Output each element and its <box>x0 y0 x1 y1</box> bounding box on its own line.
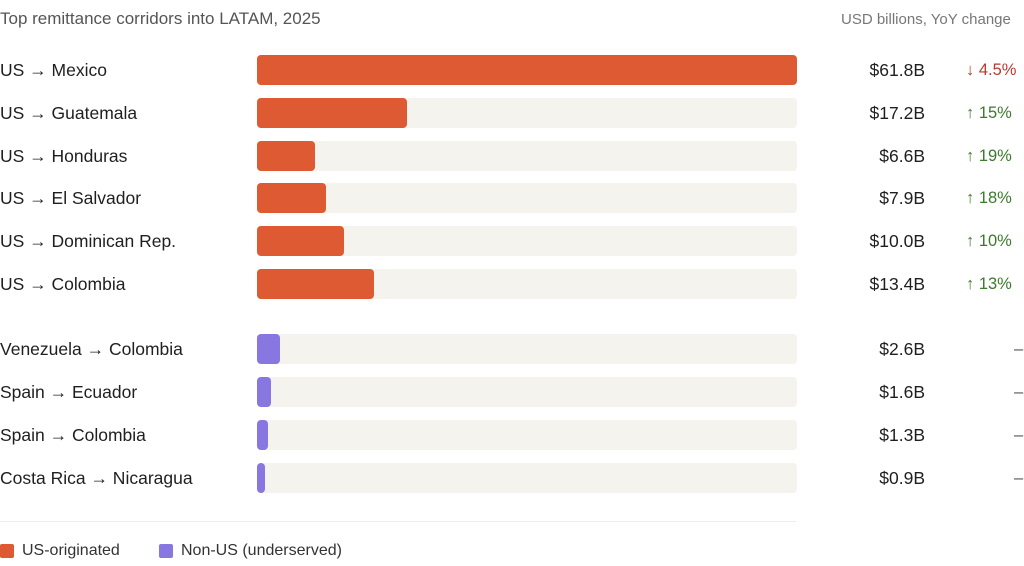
bar <box>257 334 280 364</box>
bar-track <box>257 141 797 171</box>
yoy-change-label: ↑ 18% <box>966 189 1012 207</box>
value-label: $6.6B <box>879 146 925 166</box>
yoy-change-label: – <box>1014 426 1024 444</box>
value-label: $17.2B <box>869 103 925 123</box>
bar <box>257 463 265 493</box>
bar-label: US → Honduras <box>0 146 128 166</box>
chart-title: Top remittance corridors into LATAM, 202… <box>0 9 321 28</box>
bar-track <box>257 377 797 407</box>
yoy-change-label: ↑ 10% <box>966 232 1012 250</box>
bar-track <box>257 334 797 364</box>
bar <box>257 183 326 213</box>
value-label: $0.9B <box>879 468 925 488</box>
yoy-change-label: – <box>1014 383 1024 401</box>
value-label: $1.3B <box>879 425 925 445</box>
yoy-change-label: – <box>1014 469 1024 487</box>
legend-label-nonus: Non-US (underserved) <box>181 542 342 559</box>
yoy-change-label: ↑ 15% <box>966 104 1012 122</box>
legend-swatch-nonus <box>159 544 173 558</box>
yoy-change-label: ↑ 13% <box>966 275 1012 293</box>
yoy-change-label: ↓ 4.5% <box>966 61 1017 79</box>
value-label: $7.9B <box>879 188 925 208</box>
legend-swatch-us <box>0 544 14 558</box>
bar-label: US → Dominican Rep. <box>0 231 177 251</box>
bar-track <box>257 463 797 493</box>
bar <box>257 420 268 450</box>
bar <box>257 226 344 256</box>
value-label: $61.8B <box>869 60 925 80</box>
value-label: $10.0B <box>869 231 925 251</box>
bar-label: US → Colombia <box>0 274 126 294</box>
bar-track <box>257 420 797 450</box>
value-label: $13.4B <box>869 274 925 294</box>
bar-track <box>257 183 797 213</box>
bar-label: US → El Salvador <box>0 188 142 208</box>
bar <box>257 55 797 85</box>
bar <box>257 141 315 171</box>
legend-label-us: US-originated <box>22 542 120 559</box>
bar-label: US → Guatemala <box>0 103 138 123</box>
value-label: $2.6B <box>879 339 925 359</box>
yoy-change-label: – <box>1014 340 1024 358</box>
bar-label: Spain → Ecuador <box>0 382 138 402</box>
bar-label: Costa Rica → Nicaragua <box>0 468 193 488</box>
yoy-change-label: ↑ 19% <box>966 147 1012 165</box>
legend-divider <box>0 521 796 522</box>
bar <box>257 377 271 407</box>
bar-track <box>257 226 797 256</box>
bar-label: US → Mexico <box>0 60 107 80</box>
bar <box>257 269 374 299</box>
value-label: $1.6B <box>879 382 925 402</box>
units-note: USD billions, YoY change <box>841 11 1011 28</box>
bar-label: Spain → Colombia <box>0 425 146 445</box>
bar-label: Venezuela → Colombia <box>0 339 183 359</box>
bar <box>257 98 407 128</box>
